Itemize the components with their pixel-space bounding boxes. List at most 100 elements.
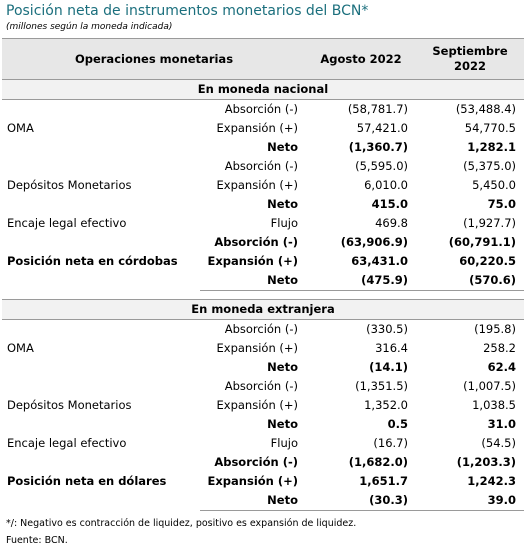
value-cell: (5,375.0) (463, 159, 516, 173)
flow-label: Expansión (+) (216, 178, 298, 192)
value-cell: 39.0 (416, 491, 524, 511)
value-cell: 1,242.3 (467, 474, 516, 488)
row-label: Depósitos Monetarios (7, 398, 132, 412)
header-row: Operaciones monetarias Agosto 2022 Septi… (2, 38, 524, 80)
title: Posición neta de instrumentos monetarios… (6, 3, 369, 19)
flow-label: Neto (267, 197, 298, 211)
value-cell: 31.0 (487, 417, 516, 431)
table-row: Neto (14.1) 62.4 (2, 358, 524, 377)
value-cell: (30.3) (306, 491, 416, 511)
value-cell: (330.5) (366, 322, 408, 336)
flow-label: Absorción (-) (224, 102, 298, 116)
value-cell: (60,791.1) (448, 235, 516, 249)
table-row: Depósitos Monetarios Absorción (-) (5,595.… (2, 157, 524, 192)
value-cell: (570.6) (416, 271, 524, 291)
value-cell: (1,927.7) (463, 216, 516, 230)
spacer-row (2, 291, 524, 300)
row-label: Posición neta en córdobas (7, 254, 178, 269)
value-cell: (63,906.9) (340, 235, 408, 249)
value-cell: (1,007.5) (463, 379, 516, 393)
value-cell: (58,781.7) (347, 102, 408, 116)
value-cell: 75.0 (487, 197, 516, 211)
flow-label: Neto (200, 271, 306, 291)
table-body: En moneda nacional OMA Absorción (-) (58,78… (2, 79, 524, 511)
table-row: Encaje legal efectivo Flujo (16.7) (54.5) (2, 434, 524, 453)
flow-label: Neto (200, 491, 306, 511)
flow-label: Neto (267, 417, 298, 431)
value-cell: 60,220.5 (459, 254, 516, 268)
value-cell: (1,360.7) (348, 140, 408, 154)
table: Operaciones monetarias Agosto 2022 Septi… (2, 38, 524, 511)
row-label: OMA (7, 341, 34, 355)
flow-label: Flujo (270, 216, 298, 230)
table-row: Expansión (+) 1,651.7 1,242.3 (2, 472, 524, 491)
value-cell: 54,770.5 (464, 121, 516, 135)
value-cell: (54.5) (481, 436, 516, 450)
value-cell: 316.4 (375, 341, 408, 355)
table-row: Neto (475.9) (570.6) (2, 271, 524, 291)
spacer (2, 291, 524, 300)
flow-label: Expansión (+) (207, 474, 298, 488)
value-cell: 57,421.0 (356, 121, 408, 135)
section-title: En moneda nacional (2, 79, 524, 100)
value-cell: 1,352.0 (364, 398, 408, 412)
row-label: OMA (7, 121, 34, 135)
value-cell: (14.1) (369, 360, 408, 374)
value-cell: 1,282.1 (467, 140, 516, 154)
table-row: Expansión (+) 57,421.0 54,770.5 (2, 119, 524, 138)
subtitle: (millones según la moneda indicada) (6, 22, 173, 32)
table-row: Neto (30.3) 39.0 (2, 491, 524, 511)
value-cell: 63,431.0 (351, 254, 408, 268)
value-cell: 1,651.7 (359, 474, 408, 488)
table-row: Posición neta en córdobas Absorción (-) (6… (2, 233, 524, 268)
flow-label: Absorción (-) (224, 159, 298, 173)
table-row: Neto (1,360.7) 1,282.1 (2, 138, 524, 157)
table-row: Expansión (+) 316.4 258.2 (2, 339, 524, 358)
table-row: Expansión (+) 1,352.0 1,038.5 (2, 396, 524, 415)
value-cell: 258.2 (483, 341, 516, 355)
source: Fuente: BCN. (6, 535, 68, 546)
section-row: En moneda extranjera (2, 299, 524, 320)
value-cell: (16.7) (373, 436, 408, 450)
row-label: Encaje legal efectivo (7, 216, 127, 230)
value-cell: 62.4 (487, 360, 516, 374)
row-label: Depósitos Monetarios (7, 178, 132, 192)
value-cell: 469.8 (375, 216, 408, 230)
value-cell: (5,595.0) (355, 159, 408, 173)
flow-label: Expansión (+) (216, 398, 298, 412)
table-row: Depósitos Monetarios Absorción (-) (1,351.… (2, 377, 524, 412)
value-cell: 0.5 (387, 417, 408, 431)
table-row: Neto 415.0 75.0 (2, 195, 524, 214)
flow-label: Neto (267, 140, 298, 154)
section-row: En moneda nacional (2, 79, 524, 100)
footnote: */: Negativo es contracción de liquidez,… (6, 518, 357, 529)
table-row: Expansión (+) 6,010.0 5,450.0 (2, 176, 524, 195)
value-cell: (1,682.0) (348, 455, 408, 469)
flow-label: Expansión (+) (216, 341, 298, 355)
header-cell: Agosto 2022 (306, 38, 416, 80)
value-cell: 1,038.5 (472, 398, 516, 412)
value-cell: (53,488.4) (455, 102, 516, 116)
table-row: Posición neta en dólares Absorción (-) (1,… (2, 453, 524, 488)
value-cell: 5,450.0 (472, 178, 516, 192)
row-label: Posición neta en dólares (7, 474, 167, 489)
table-row: Expansión (+) 63,431.0 60,220.5 (2, 252, 524, 271)
table-row: Neto 0.5 31.0 (2, 415, 524, 434)
value-cell: 6,010.0 (364, 178, 408, 192)
section-title: En moneda extranjera (2, 299, 524, 320)
flow-label: Neto (267, 360, 298, 374)
header-cell: Operaciones monetarias (2, 38, 306, 80)
flow-label: Absorción (-) (214, 455, 298, 469)
flow-label: Expansión (+) (207, 254, 298, 268)
table-row: OMA Absorción (-) (330.5) (195.8) (2, 320, 524, 355)
flow-label: Flujo (270, 436, 298, 450)
flow-label: Absorción (-) (224, 322, 298, 336)
row-label: Encaje legal efectivo (7, 436, 127, 450)
value-cell: (195.8) (474, 322, 516, 336)
flow-label: Absorción (-) (214, 235, 298, 249)
value-cell: (475.9) (306, 271, 416, 291)
value-cell: 415.0 (371, 197, 408, 211)
header-cell: Septiembre 2022 (416, 38, 524, 80)
value-cell: (1,351.5) (355, 379, 408, 393)
